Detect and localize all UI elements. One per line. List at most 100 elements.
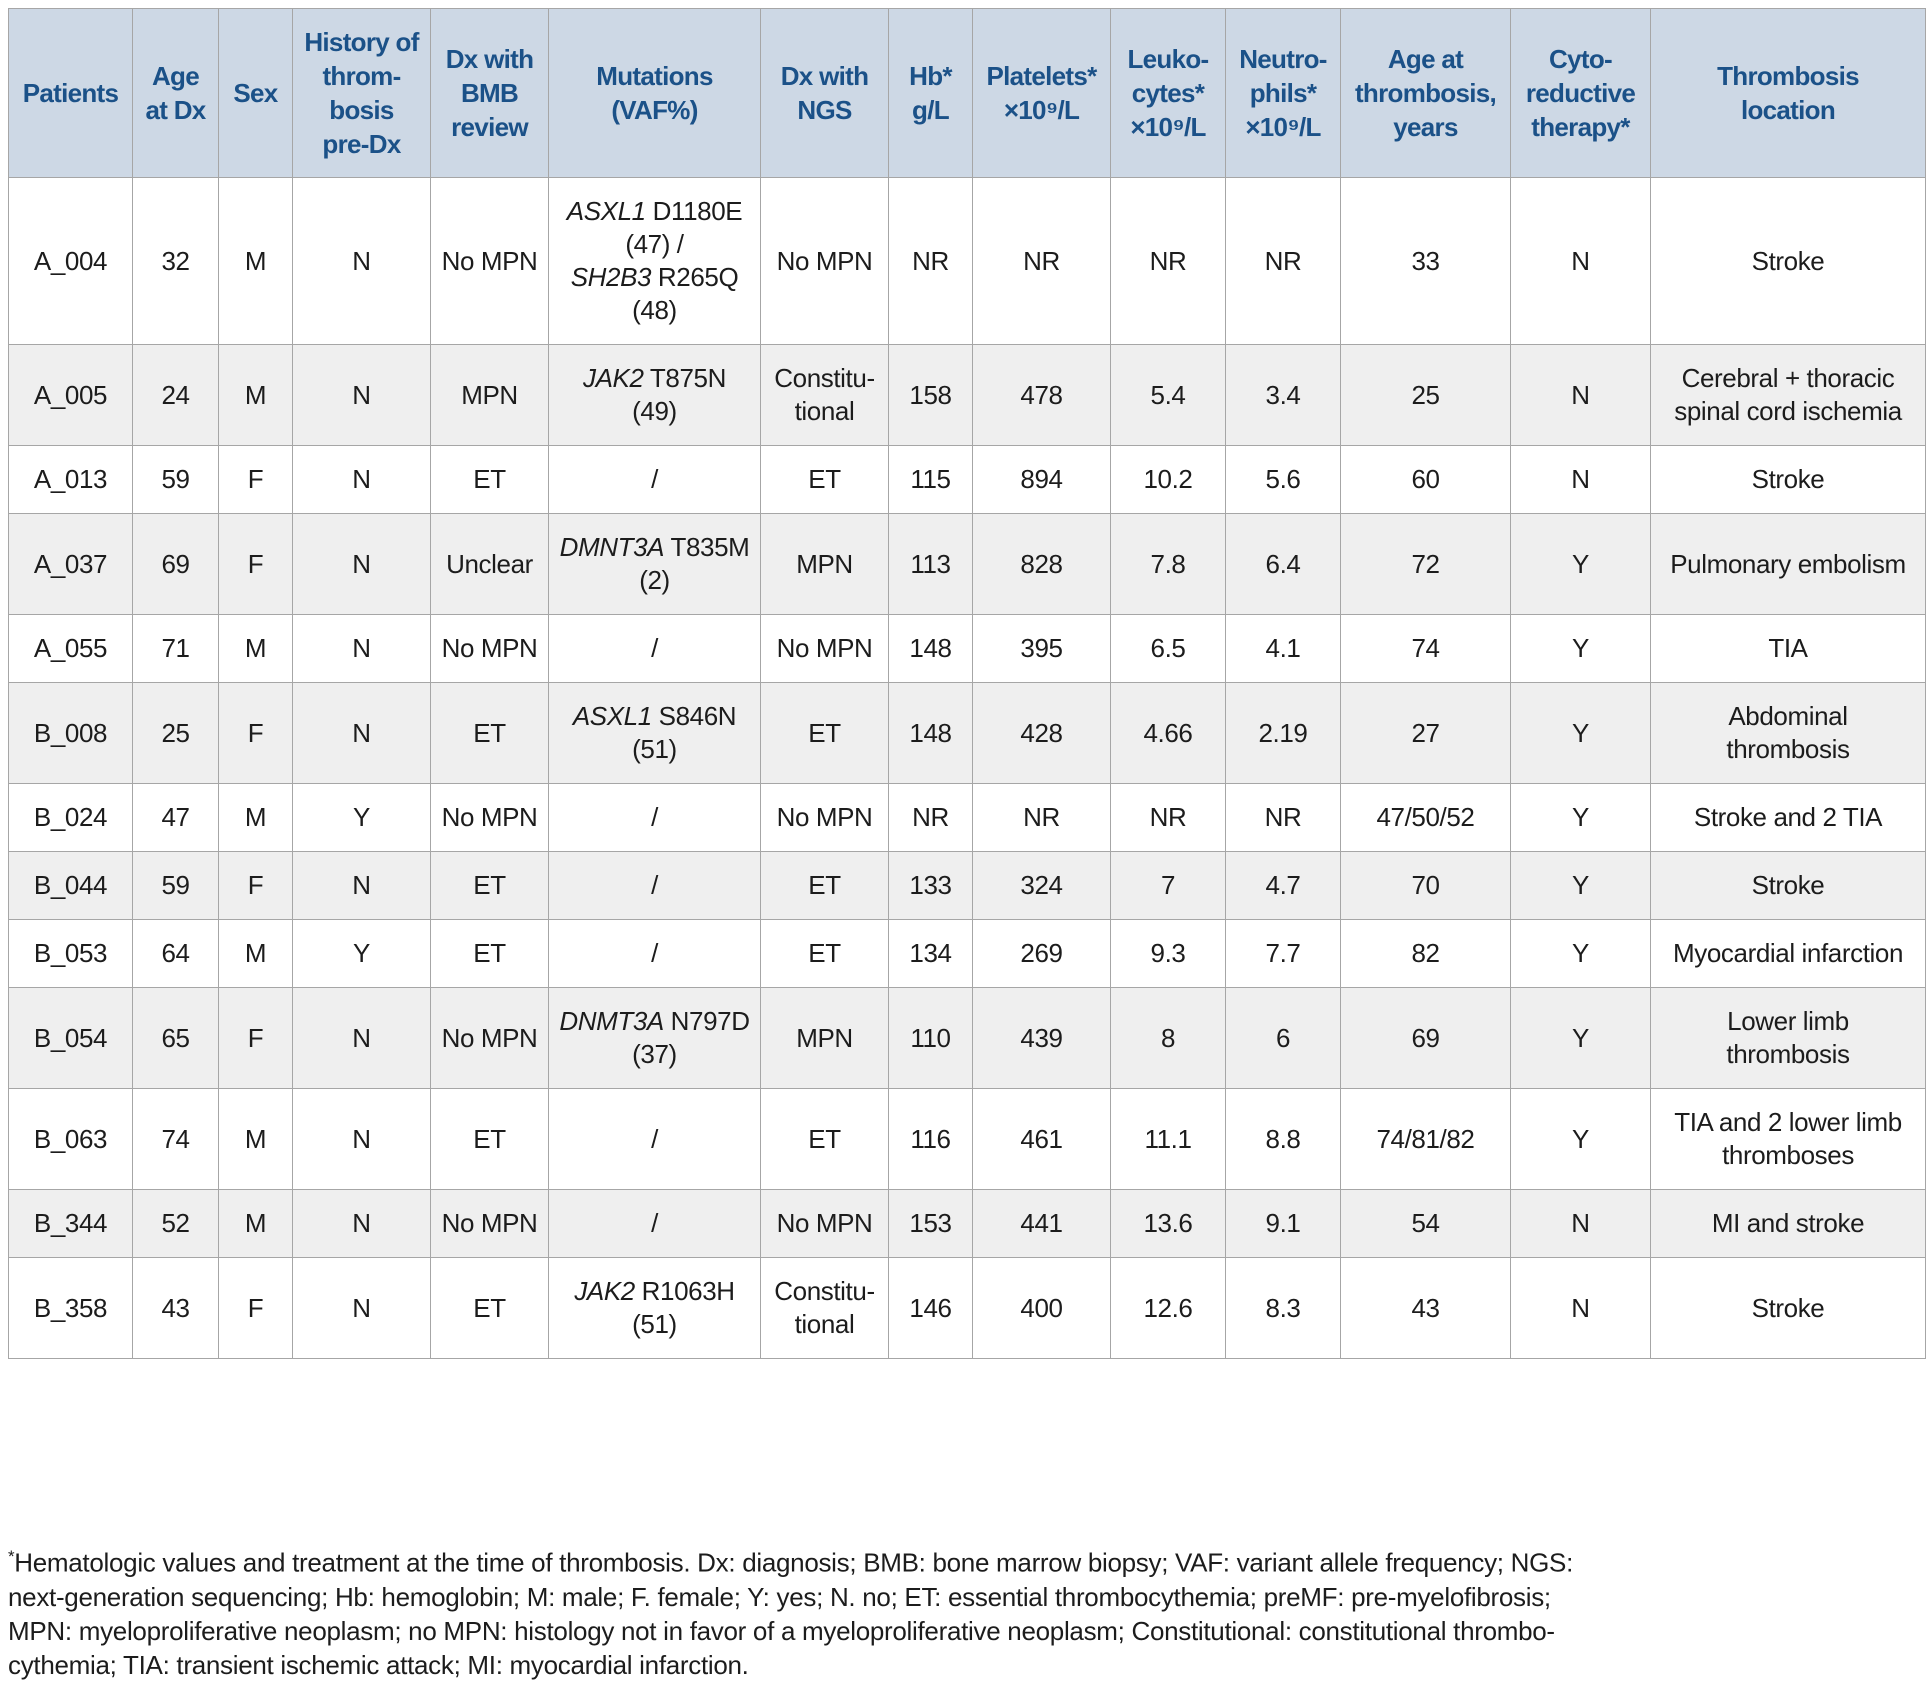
cell-leukocytes: 13.6 <box>1110 1189 1226 1258</box>
cell-dx_ngs: ET <box>760 851 889 920</box>
cell-neutrophils: 2.19 <box>1225 682 1341 784</box>
cell-hb: 134 <box>888 919 973 988</box>
cell-sex: F <box>218 513 293 615</box>
cell-mutations: ASXL1 D1180E (47) / SH2B3 R265Q (48) <box>548 177 761 345</box>
cell-platelets: 395 <box>972 614 1111 683</box>
cell-sex: M <box>218 614 293 683</box>
cell-dx_ngs: ET <box>760 1088 889 1190</box>
cell-dx_bmb: ET <box>430 1088 549 1190</box>
cell-neutrophils: 7.7 <box>1225 919 1341 988</box>
cell-leukocytes: 5.4 <box>1110 344 1226 446</box>
cell-dx_ngs: MPN <box>760 987 889 1089</box>
cell-hb: NR <box>888 177 973 345</box>
cell-dx_ngs: Constitu- tional <box>760 1257 889 1359</box>
col-header-patient: Patients <box>8 8 133 178</box>
cell-patient: A_055 <box>8 614 133 683</box>
cell-platelets: 441 <box>972 1189 1111 1258</box>
cell-dx_ngs: ET <box>760 919 889 988</box>
cell-history: N <box>292 1189 431 1258</box>
cell-dx_bmb: Unclear <box>430 513 549 615</box>
table-row: A_013 59 F N ET / ET 115 894 10.2 5.6 60 N Stroke <box>8 445 1926 514</box>
cell-history: N <box>292 513 431 615</box>
cell-leukocytes: 12.6 <box>1110 1257 1226 1359</box>
cell-age_thrombosis: 33 <box>1340 177 1511 345</box>
cell-location: MI and stroke <box>1650 1189 1926 1258</box>
cell-sex: M <box>218 1189 293 1258</box>
cell-platelets: 428 <box>972 682 1111 784</box>
cell-age_dx: 64 <box>132 919 219 988</box>
cell-age_thrombosis: 43 <box>1340 1257 1511 1359</box>
cell-history: N <box>292 177 431 345</box>
cell-platelets: 400 <box>972 1257 1111 1359</box>
cell-neutrophils: 3.4 <box>1225 344 1341 446</box>
cell-neutrophils: 6.4 <box>1225 513 1341 615</box>
cell-dx_bmb: ET <box>430 1257 549 1359</box>
cell-mutations: JAK2 T875N (49) <box>548 344 761 446</box>
cell-hb: 146 <box>888 1257 973 1359</box>
gene-name: ASXL1 <box>572 701 652 731</box>
cell-cytoreductive: Y <box>1510 682 1651 784</box>
cell-cytoreductive: Y <box>1510 919 1651 988</box>
cell-leukocytes: 7 <box>1110 851 1226 920</box>
cell-age_dx: 24 <box>132 344 219 446</box>
cell-hb: 148 <box>888 614 973 683</box>
col-header-sex: Sex <box>218 8 293 178</box>
cell-dx_bmb: ET <box>430 445 549 514</box>
cell-leukocytes: NR <box>1110 177 1226 345</box>
col-header-hb: Hb* g/L <box>888 8 973 178</box>
gene-name: JAK2 <box>574 1276 635 1306</box>
cell-dx_bmb: No MPN <box>430 614 549 683</box>
col-header-location: Thrombosis location <box>1650 8 1926 178</box>
table-row: A_037 69 F N Unclear DMNT3A T835M (2) MPN 113 828… <box>8 513 1926 615</box>
cell-sex: F <box>218 987 293 1089</box>
cell-location: Stroke and 2 TIA <box>1650 783 1926 852</box>
cell-hb: 113 <box>888 513 973 615</box>
cell-dx_ngs: ET <box>760 445 889 514</box>
cell-dx_ngs: No MPN <box>760 1189 889 1258</box>
cell-dx_bmb: No MPN <box>430 1189 549 1258</box>
cell-hb: 133 <box>888 851 973 920</box>
cell-leukocytes: 8 <box>1110 987 1226 1089</box>
cell-history: N <box>292 851 431 920</box>
cell-platelets: 269 <box>972 919 1111 988</box>
table-row: B_358 43 F N ET JAK2 R1063H (51) Constitu- tion… <box>8 1257 1926 1359</box>
cell-mutations: / <box>548 614 761 683</box>
cell-neutrophils: 9.1 <box>1225 1189 1341 1258</box>
cell-dx_ngs: No MPN <box>760 783 889 852</box>
cell-dx_bmb: No MPN <box>430 987 549 1089</box>
cell-age_thrombosis: 47/50/52 <box>1340 783 1511 852</box>
col-header-age_dx: Age at Dx <box>132 8 219 178</box>
cell-history: N <box>292 445 431 514</box>
cell-history: N <box>292 1257 431 1359</box>
cell-patient: B_344 <box>8 1189 133 1258</box>
cell-neutrophils: 5.6 <box>1225 445 1341 514</box>
cell-cytoreductive: N <box>1510 1257 1651 1359</box>
cell-hb: 148 <box>888 682 973 784</box>
cell-dx_bmb: MPN <box>430 344 549 446</box>
cell-cytoreductive: N <box>1510 1189 1651 1258</box>
cell-history: Y <box>292 783 431 852</box>
cell-sex: M <box>218 1088 293 1190</box>
cell-patient: B_024 <box>8 783 133 852</box>
cell-location: Pulmonary embolism <box>1650 513 1926 615</box>
cell-age_thrombosis: 69 <box>1340 987 1511 1089</box>
cell-cytoreductive: Y <box>1510 987 1651 1089</box>
cell-dx_bmb: ET <box>430 682 549 784</box>
cell-neutrophils: 4.1 <box>1225 614 1341 683</box>
cell-platelets: 894 <box>972 445 1111 514</box>
cell-sex: F <box>218 682 293 784</box>
cell-leukocytes: 9.3 <box>1110 919 1226 988</box>
cell-age_thrombosis: 74 <box>1340 614 1511 683</box>
cell-age_dx: 65 <box>132 987 219 1089</box>
cell-mutations: / <box>548 445 761 514</box>
cell-neutrophils: 4.7 <box>1225 851 1341 920</box>
table-row: B_053 64 M Y ET / ET 134 269 9.3 7.7 82 Y Myocardial … <box>8 919 1926 988</box>
cell-age_thrombosis: 54 <box>1340 1189 1511 1258</box>
cell-location: Lower limb thrombosis <box>1650 987 1926 1089</box>
footnote-asterisk: * <box>8 1547 15 1566</box>
table-row: B_024 47 M Y No MPN / No MPN NR NR NR NR 47/50/52 Y S… <box>8 783 1926 852</box>
cell-age_dx: 47 <box>132 783 219 852</box>
cell-leukocytes: 7.8 <box>1110 513 1226 615</box>
cell-age_dx: 59 <box>132 851 219 920</box>
table-row: B_054 65 F N No MPN DNMT3A N797D (37) MPN 110 439… <box>8 987 1926 1089</box>
